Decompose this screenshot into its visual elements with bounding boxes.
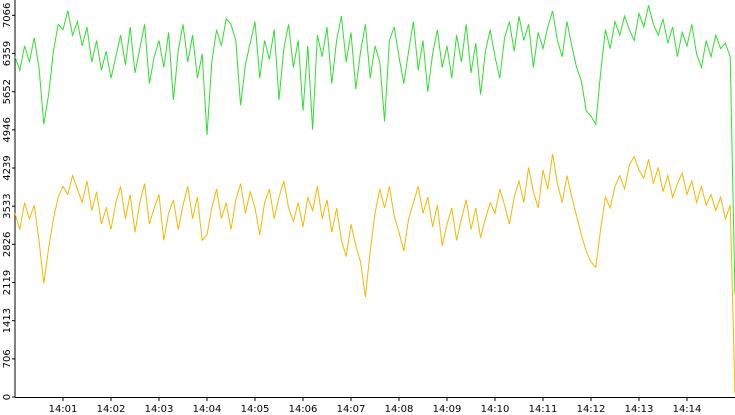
x-tick-label: 14:07: [337, 404, 366, 415]
series-line: [14, 153, 735, 395]
x-tick-label: 14:09: [433, 404, 462, 415]
x-tick-label: 14:11: [529, 404, 558, 415]
y-tick-label: 0: [2, 394, 13, 400]
x-tick-label: 14:04: [193, 404, 222, 415]
x-tick-label: 14:01: [49, 404, 78, 415]
y-tick-label: 706: [2, 349, 13, 368]
y-tick-label: 4239: [2, 155, 13, 180]
y-tick-label: 2119: [2, 270, 13, 295]
y-tick-label: 6359: [2, 41, 13, 66]
x-tick-label: 14:08: [385, 404, 414, 415]
y-tick-label: 5652: [2, 79, 13, 104]
x-tick-label: 14:12: [577, 404, 606, 415]
x-tick-label: 14:14: [673, 404, 702, 415]
x-tick-label: 14:02: [97, 404, 126, 415]
x-tick-label: 14:10: [481, 404, 510, 415]
x-tick-label: 14:06: [289, 404, 318, 415]
y-tick-label: 3533: [2, 193, 13, 218]
y-tick-label: 1413: [2, 308, 13, 333]
x-tick-label: 14:03: [145, 404, 174, 415]
x-tick-label: 14:13: [625, 404, 654, 415]
y-tick-label: 2826: [2, 232, 13, 257]
x-tick-label: 14:05: [241, 404, 270, 415]
series-line: [14, 5, 735, 295]
y-tick-label: 7066: [2, 3, 13, 28]
y-tick-label: 4946: [2, 117, 13, 142]
